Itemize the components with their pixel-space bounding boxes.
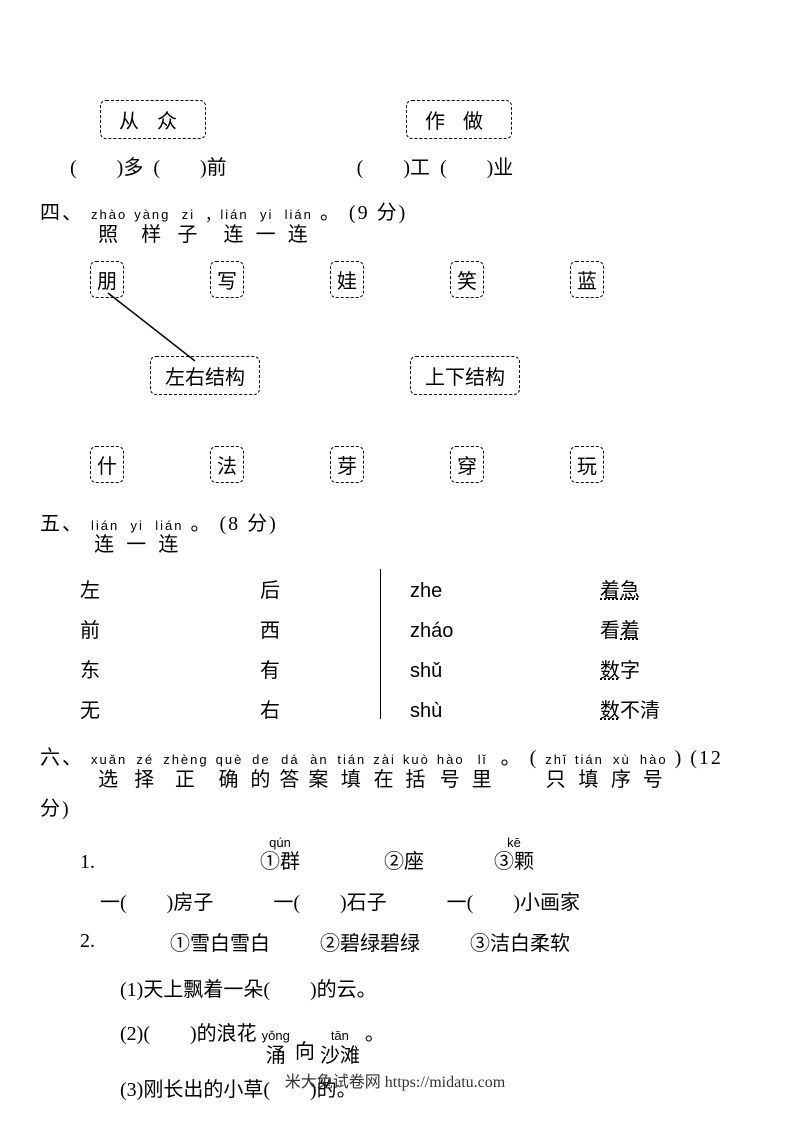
s5-c-3[interactable]: shù: [410, 691, 453, 731]
s4-mid-1[interactable]: 上下结构: [410, 356, 520, 395]
blank-right-2[interactable]: ( )业: [440, 151, 513, 180]
s4-bot-3[interactable]: 穿: [450, 446, 484, 483]
s5-c-2[interactable]: shǔ: [410, 651, 453, 691]
blank-left-1[interactable]: ( )多: [70, 151, 143, 180]
s4-top-4[interactable]: 蓝: [570, 261, 604, 298]
section6-heading: 六、 xuǎn选 zé择 zhèng正 què确 de的 dá答 àn案 tiá…: [40, 741, 730, 821]
section5-number: 五、: [40, 513, 84, 535]
q1: 1. qún①群 ②座 kē③颗 一( )房子 一( )石子 一( )小画家: [80, 835, 730, 916]
s5-d-1[interactable]: 看着: [600, 611, 660, 651]
s5-d-2[interactable]: 数字: [600, 651, 660, 691]
s5-a-2[interactable]: 东: [80, 651, 100, 691]
s5-b-1[interactable]: 西: [260, 611, 280, 651]
s4-bot-1[interactable]: 法: [210, 446, 244, 483]
q2-sub-2[interactable]: (2)( )的浪花 yǒng涌 向 tān沙滩 。: [120, 1012, 730, 1068]
q2-opt-2[interactable]: ③洁白柔软: [470, 927, 570, 956]
s5-c-1[interactable]: zháo: [410, 611, 453, 651]
q1-blank-2[interactable]: 一( )小画家: [447, 886, 580, 915]
q2-opt-0[interactable]: ①雪白雪白: [170, 927, 270, 956]
s5-c-0[interactable]: zhe: [410, 571, 453, 611]
q1-blank-1[interactable]: 一( )石子: [273, 886, 386, 915]
section5-grid: 左 前 东 无 后 西 有 右 zhe zháo shǔ shù 着急 看着 数…: [80, 571, 730, 721]
blank-left-2[interactable]: ( )前: [153, 151, 226, 180]
blank-right-1[interactable]: ( )工: [357, 151, 430, 180]
s5-b-0[interactable]: 后: [260, 571, 280, 611]
section4-heading: 四、 zhào照 yàng样 zi子 , lián连 yi一 lián连 。 (…: [40, 196, 730, 247]
q1-opt-2[interactable]: 颗: [514, 851, 534, 873]
section6-number: 六、: [40, 747, 84, 769]
section4-grid: 朋 写 娃 笑 蓝 左右结构 上下结构 什 法 芽 穿 玩: [40, 261, 730, 491]
s5-a-3[interactable]: 无: [80, 691, 100, 731]
s5-b-3[interactable]: 右: [260, 691, 280, 731]
s5-a-0[interactable]: 左: [80, 571, 100, 611]
q1-num: 1.: [80, 851, 140, 874]
s5-b-2[interactable]: 有: [260, 651, 280, 691]
section4-points: (9 分): [349, 202, 407, 224]
s4-mid-0[interactable]: 左右结构: [150, 356, 260, 395]
q2-num: 2.: [80, 930, 120, 953]
s4-top-2[interactable]: 娃: [330, 261, 364, 298]
section5-points: (8 分): [220, 513, 278, 535]
s4-top-1[interactable]: 写: [210, 261, 244, 298]
footer-text: 米大兔试卷网 https://midatu.com: [0, 1068, 790, 1092]
s4-top-0[interactable]: 朋: [90, 261, 124, 298]
s5-d-0[interactable]: 着急: [600, 571, 660, 611]
s5-d-3[interactable]: 数不清: [600, 691, 660, 731]
s4-bot-4[interactable]: 玩: [570, 446, 604, 483]
section5-heading: 五、 lián连 yi一 lián连 。 (8 分): [40, 507, 730, 558]
q1-blank-0[interactable]: 一( )房子: [100, 886, 213, 915]
pair-box-left: 从众: [100, 100, 206, 139]
q2-opt-1[interactable]: ②碧绿碧绿: [320, 927, 420, 956]
s4-top-3[interactable]: 笑: [450, 261, 484, 298]
s4-bot-2[interactable]: 芽: [330, 446, 364, 483]
q2-sub-1[interactable]: (1)天上飘着一朵( )的云。: [120, 968, 730, 1012]
s4-bot-0[interactable]: 什: [90, 446, 124, 483]
section4-number: 四、: [40, 202, 84, 224]
pair-box-right: 作做: [406, 100, 512, 139]
q1-opt-1[interactable]: 座: [404, 851, 424, 873]
s5-a-1[interactable]: 前: [80, 611, 100, 651]
q1-opt-0[interactable]: 群: [280, 851, 300, 873]
